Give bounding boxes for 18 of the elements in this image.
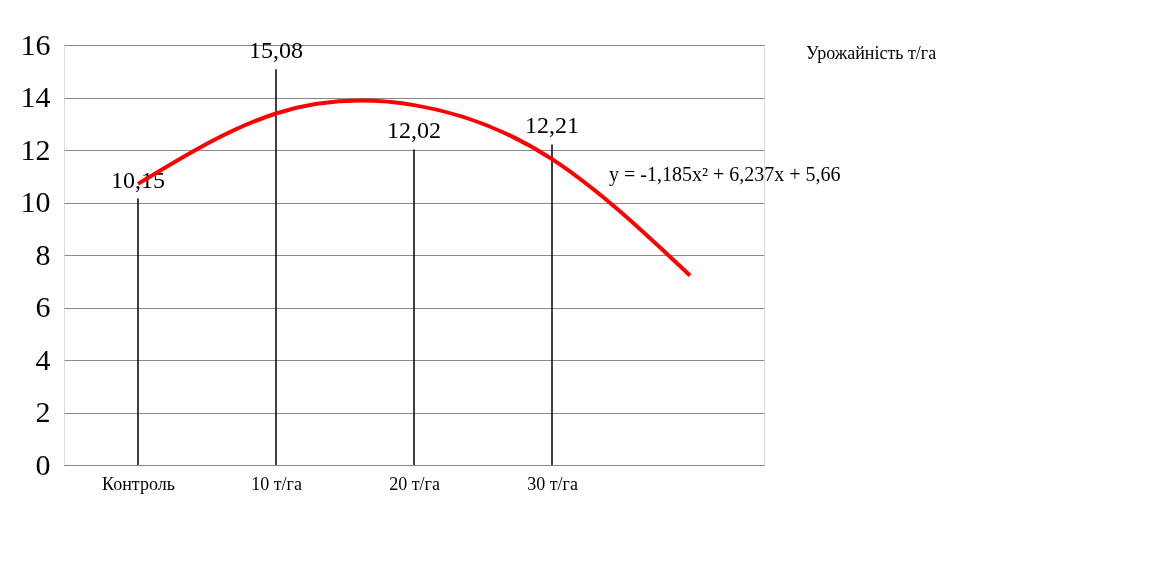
annotation: y = -1,185x² + 6,237x + 5,66 xyxy=(609,163,841,186)
y-tick-label: 12 xyxy=(20,132,51,166)
y-tick-label: 4 xyxy=(35,342,51,376)
text: Урожайність т/га xyxy=(806,43,937,63)
data-label: 15,08 xyxy=(249,37,303,64)
y-tick-label: 14 xyxy=(20,80,51,113)
y-tick-label: 2 xyxy=(35,395,51,428)
y-tick-label: 16 xyxy=(20,27,51,61)
data-label: 12,02 xyxy=(387,117,441,144)
data-label: 12,21 xyxy=(525,112,579,139)
x-tick-label: 10 т/га xyxy=(251,473,302,494)
x-tick-label: 20 т/га xyxy=(389,473,440,494)
y-tick-label: 8 xyxy=(35,237,51,271)
y-tick-label: 10 xyxy=(20,185,51,218)
y-tick-label: 6 xyxy=(35,290,51,323)
x-tick-label: Контроль xyxy=(102,473,175,494)
x-tick-label: 30 т/га xyxy=(527,473,578,494)
y-tick-label: 0 xyxy=(35,447,51,481)
